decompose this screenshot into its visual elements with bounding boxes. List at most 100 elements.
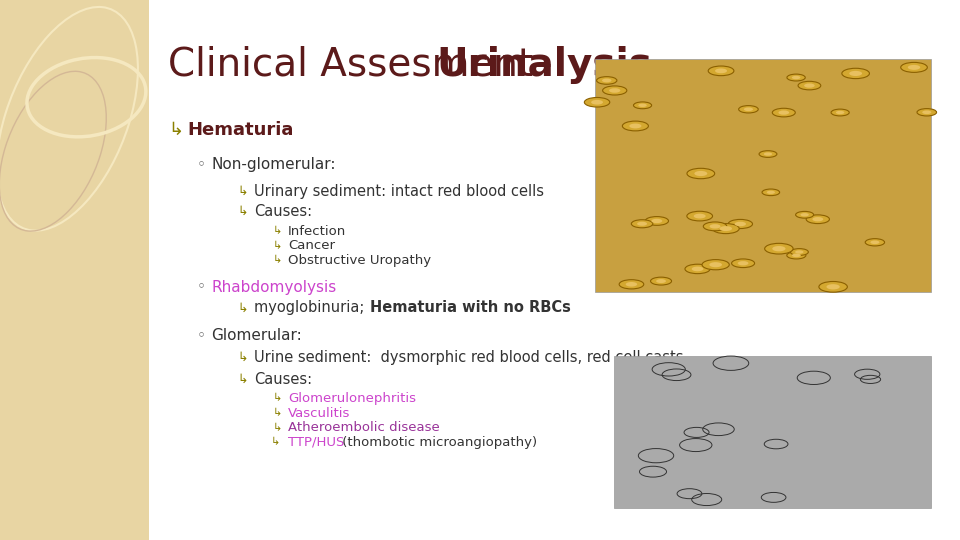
Text: Non-glomerular:: Non-glomerular:	[211, 157, 336, 172]
Ellipse shape	[806, 215, 829, 224]
Ellipse shape	[652, 219, 662, 223]
Text: Causes:: Causes:	[254, 372, 313, 387]
Ellipse shape	[762, 189, 780, 195]
Ellipse shape	[827, 284, 840, 289]
Ellipse shape	[798, 82, 821, 90]
Text: Vasculitis: Vasculitis	[288, 407, 350, 420]
Ellipse shape	[645, 217, 668, 225]
Text: ↳: ↳	[237, 351, 248, 364]
Ellipse shape	[585, 98, 610, 107]
Text: Obstructive Uropathy: Obstructive Uropathy	[288, 254, 431, 267]
Ellipse shape	[729, 219, 753, 228]
Text: Causes:: Causes:	[254, 204, 313, 219]
Ellipse shape	[787, 252, 805, 259]
FancyBboxPatch shape	[595, 59, 931, 292]
Ellipse shape	[850, 71, 862, 76]
Text: Infection: Infection	[288, 225, 347, 238]
Ellipse shape	[772, 246, 785, 251]
Ellipse shape	[656, 279, 666, 283]
Text: Rhabdomyolysis: Rhabdomyolysis	[211, 280, 336, 295]
Ellipse shape	[702, 260, 730, 270]
Text: ↳: ↳	[273, 241, 282, 251]
Ellipse shape	[738, 106, 758, 113]
Ellipse shape	[795, 251, 804, 254]
Ellipse shape	[712, 224, 739, 234]
Ellipse shape	[772, 109, 795, 117]
Text: ↳: ↳	[273, 423, 282, 433]
Ellipse shape	[634, 102, 652, 109]
Ellipse shape	[626, 282, 637, 287]
Ellipse shape	[737, 261, 749, 266]
Ellipse shape	[709, 224, 721, 228]
Text: ↳: ↳	[237, 373, 248, 386]
Text: myoglobinuria;: myoglobinuria;	[254, 300, 370, 315]
Ellipse shape	[908, 65, 921, 70]
Ellipse shape	[796, 211, 814, 218]
Text: ↳: ↳	[237, 185, 248, 198]
Text: Atheroembolic disease: Atheroembolic disease	[288, 421, 440, 434]
Ellipse shape	[836, 111, 845, 114]
Ellipse shape	[923, 111, 931, 114]
Ellipse shape	[792, 254, 801, 257]
Ellipse shape	[767, 191, 775, 194]
Ellipse shape	[917, 109, 937, 116]
Ellipse shape	[801, 213, 809, 217]
Ellipse shape	[691, 267, 704, 271]
Text: ◦: ◦	[197, 280, 205, 295]
Ellipse shape	[765, 244, 793, 254]
Ellipse shape	[715, 69, 727, 73]
Ellipse shape	[685, 264, 710, 274]
Text: Urinalysis: Urinalysis	[437, 46, 653, 84]
Ellipse shape	[686, 211, 712, 221]
Text: (thombotic microangiopathy): (thombotic microangiopathy)	[338, 436, 537, 449]
Ellipse shape	[792, 76, 801, 79]
Ellipse shape	[651, 277, 672, 285]
Ellipse shape	[819, 281, 848, 292]
Text: ↳: ↳	[273, 408, 282, 418]
Ellipse shape	[732, 259, 755, 268]
Ellipse shape	[619, 280, 644, 289]
Ellipse shape	[603, 86, 627, 95]
Ellipse shape	[787, 74, 805, 81]
Ellipse shape	[900, 63, 927, 72]
Ellipse shape	[842, 68, 870, 79]
Ellipse shape	[609, 88, 620, 93]
Ellipse shape	[812, 217, 824, 221]
Ellipse shape	[709, 262, 722, 267]
Ellipse shape	[759, 151, 777, 157]
Ellipse shape	[720, 226, 732, 231]
Text: TTP/HUS: TTP/HUS	[288, 436, 345, 449]
Text: Cancer: Cancer	[288, 239, 335, 252]
Ellipse shape	[734, 222, 746, 226]
Text: ↳: ↳	[273, 255, 282, 265]
Ellipse shape	[591, 100, 603, 105]
Ellipse shape	[744, 107, 753, 111]
Text: Clinical Assesment–: Clinical Assesment–	[168, 46, 564, 84]
FancyBboxPatch shape	[614, 356, 931, 508]
Ellipse shape	[637, 222, 647, 226]
Text: ↳: ↳	[168, 120, 183, 139]
Ellipse shape	[779, 110, 789, 114]
FancyBboxPatch shape	[0, 0, 149, 540]
Ellipse shape	[596, 77, 617, 84]
Text: ↳: ↳	[273, 226, 282, 236]
Text: Glomerulonephritis: Glomerulonephritis	[288, 392, 416, 405]
Ellipse shape	[694, 214, 706, 219]
Text: Urine sediment:  dysmorphic red blood cells, red cell casts: Urine sediment: dysmorphic red blood cel…	[254, 350, 684, 365]
Text: ↳: ↳	[237, 301, 248, 314]
Ellipse shape	[687, 168, 714, 179]
Text: ↳: ↳	[271, 437, 280, 447]
Ellipse shape	[630, 124, 641, 129]
Text: Hematuria: Hematuria	[187, 120, 294, 139]
Ellipse shape	[694, 171, 708, 176]
Text: Hematuria with no RBCs: Hematuria with no RBCs	[370, 300, 570, 315]
Ellipse shape	[704, 222, 727, 231]
Ellipse shape	[764, 152, 772, 156]
Text: Urinary sediment: intact red blood cells: Urinary sediment: intact red blood cells	[254, 184, 544, 199]
Ellipse shape	[622, 121, 648, 131]
Ellipse shape	[790, 248, 808, 255]
Text: Glomerular:: Glomerular:	[211, 328, 302, 343]
Ellipse shape	[602, 78, 612, 83]
Ellipse shape	[632, 220, 653, 228]
Ellipse shape	[638, 104, 647, 107]
